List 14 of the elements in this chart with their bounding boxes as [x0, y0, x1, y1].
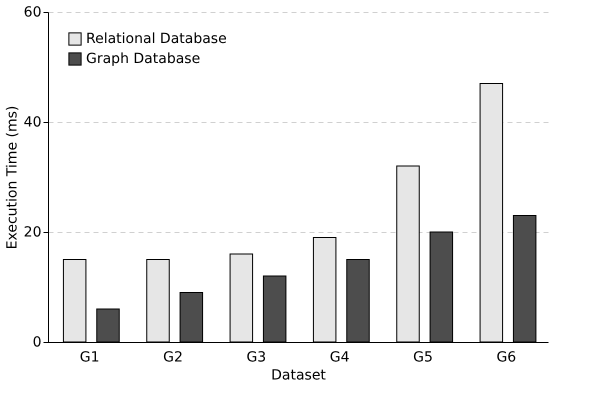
- y-tick-label: 20: [24, 224, 42, 240]
- y-axis-title: Execution Time (ms): [4, 106, 21, 250]
- x-tick-label: G3: [246, 350, 266, 366]
- legend-label: Graph Database: [86, 51, 200, 67]
- y-tick-label: 40: [24, 114, 42, 130]
- x-tick-label: G5: [413, 350, 433, 366]
- x-tick-label: G4: [330, 350, 350, 366]
- x-axis-title: Dataset: [271, 368, 326, 384]
- y-tick-label: 0: [32, 334, 42, 350]
- x-tick-label: G6: [496, 350, 516, 366]
- x-tick-label: G2: [163, 350, 183, 366]
- legend-label: Relational Database: [86, 31, 227, 47]
- x-tick-label: G1: [80, 350, 100, 366]
- y-tick-label: 60: [24, 4, 42, 20]
